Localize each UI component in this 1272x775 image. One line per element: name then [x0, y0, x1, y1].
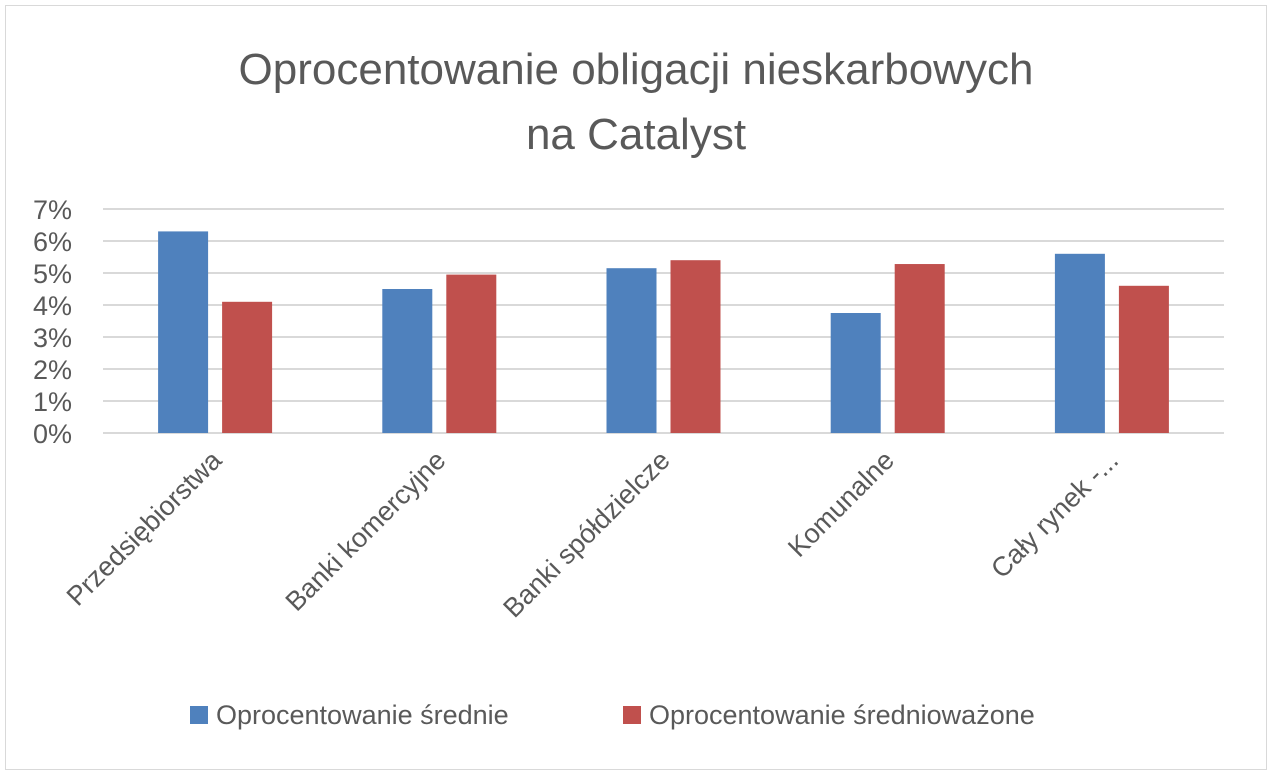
gridlines: [103, 208, 1224, 434]
legend: Oprocentowanie średnie Oprocentowanie śr…: [0, 700, 1272, 730]
y-tick-label: 7%: [33, 195, 72, 225]
bar-series-1-0: [158, 231, 209, 433]
y-tick-label: 0%: [33, 419, 72, 449]
x-tick-label: Przedsiębiorstwa: [61, 444, 228, 611]
y-tick-label: 6%: [33, 227, 72, 257]
chart-title-line-1: Oprocentowanie obligacji nieskarbowych: [238, 45, 1034, 94]
x-tick-label: Komunalne: [782, 445, 900, 563]
legend-swatch-series-2: [623, 706, 641, 724]
bar-series-2-3: [894, 264, 945, 433]
legend-item-series-2: Oprocentowanie średnioważone: [623, 700, 1035, 730]
bar-series-2-1: [446, 274, 497, 433]
bar-series-1-1: [382, 289, 433, 433]
y-tick-label: 5%: [33, 259, 72, 289]
x-tick-label: Banki komercyjne: [280, 445, 452, 617]
bar-series-2-4: [1118, 285, 1169, 433]
y-axis-tick-labels: 0%1%2%3%4%5%6%7%: [33, 195, 72, 449]
bar-series-2-2: [670, 260, 721, 433]
y-tick-label: 3%: [33, 323, 72, 353]
bar-series-2-0: [222, 301, 273, 433]
legend-item-series-1: Oprocentowanie średnie: [190, 700, 509, 730]
x-axis-tick-labels: Przedsiębiorstwa Banki komercyjne Banki sp…: [61, 444, 1124, 623]
bars: [158, 231, 1169, 433]
legend-label-series-2: Oprocentowanie średnioważone: [649, 699, 1035, 730]
x-tick-label: Banki spółdzielcze: [497, 445, 675, 623]
legend-label-series-1: Oprocentowanie średnie: [216, 699, 509, 730]
y-tick-label: 4%: [33, 291, 72, 321]
bar-series-1-2: [606, 268, 657, 433]
chart-title-line-2: na Catalyst: [525, 110, 747, 159]
legend-swatch-series-1: [190, 706, 208, 724]
x-tick-label: Cały rynek -...: [985, 445, 1124, 584]
y-tick-label: 1%: [33, 387, 72, 417]
bar-series-1-3: [830, 313, 881, 433]
y-tick-label: 2%: [33, 355, 72, 385]
bar-series-1-4: [1054, 253, 1105, 433]
